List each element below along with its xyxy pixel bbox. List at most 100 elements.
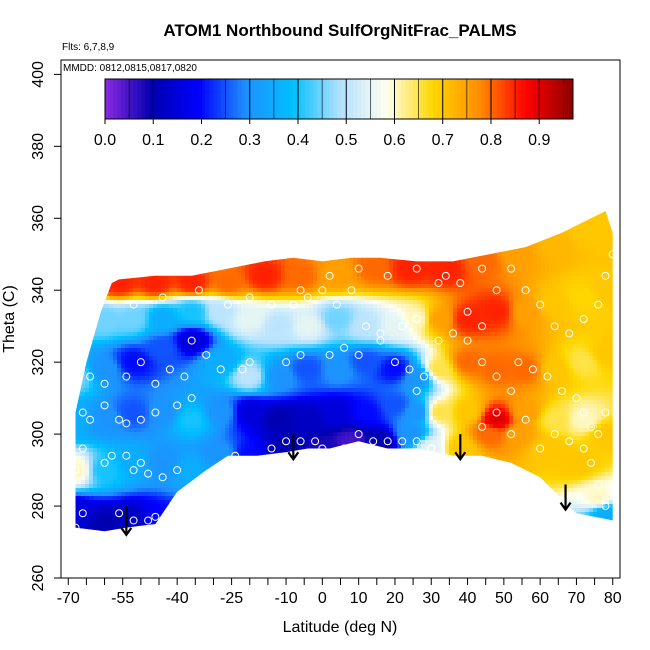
heatmap-cell: [261, 184, 265, 188]
heatmap-cell: [381, 160, 385, 164]
heatmap-cell: [617, 112, 621, 116]
heatmap-cell: [325, 72, 329, 76]
heatmap-cell: [589, 112, 593, 116]
heatmap-cell: [573, 60, 577, 64]
heatmap-cell: [245, 184, 249, 188]
heatmap-cell: [81, 164, 85, 168]
heatmap-cell: [65, 172, 69, 176]
heatmap-cell: [205, 152, 209, 156]
heatmap-cell: [349, 196, 353, 200]
heatmap-cell: [265, 184, 269, 188]
heatmap-cell: [97, 200, 101, 204]
heatmap-cell: [369, 192, 373, 196]
heatmap-cell: [485, 192, 489, 196]
heatmap-cell: [481, 172, 485, 176]
heatmap-cell: [209, 124, 213, 128]
heatmap-cell: [365, 196, 369, 200]
heatmap-cell: [369, 140, 373, 144]
heatmap-cell: [429, 64, 433, 68]
heatmap-cell: [609, 120, 613, 124]
heatmap-cell: [473, 72, 477, 76]
heatmap-cell: [129, 144, 133, 148]
heatmap-cell: [537, 68, 541, 72]
heatmap-cell: [189, 168, 193, 172]
heatmap-cell: [85, 184, 89, 188]
heatmap-cell: [289, 168, 293, 172]
heatmap-cell: [205, 176, 209, 180]
heatmap-cell: [113, 124, 117, 128]
heatmap-cell: [373, 160, 377, 164]
heatmap-cell: [485, 176, 489, 180]
heatmap-cell: [577, 148, 581, 152]
heatmap-cell: [325, 132, 329, 136]
heatmap-cell: [65, 144, 69, 148]
heatmap-cell: [189, 188, 193, 192]
heatmap-cell: [581, 152, 585, 156]
heatmap-cell: [245, 192, 249, 196]
heatmap-cell: [589, 148, 593, 152]
heatmap-cell: [137, 196, 141, 200]
heatmap-cell: [409, 160, 413, 164]
heatmap-cell: [277, 200, 281, 204]
heatmap-cell: [569, 140, 573, 144]
heatmap-cell: [253, 180, 257, 184]
heatmap-cell: [317, 64, 321, 68]
heatmap-cell: [157, 156, 161, 160]
heatmap-cell: [129, 196, 133, 200]
heatmap-cell: [233, 156, 237, 160]
heatmap-cell: [613, 164, 617, 168]
heatmap-cell: [129, 176, 133, 180]
heatmap-cell: [185, 140, 189, 144]
heatmap-cell: [533, 152, 537, 156]
heatmap-cell: [609, 176, 613, 180]
heatmap-cell: [229, 64, 233, 68]
heatmap-cell: [249, 68, 253, 72]
heatmap-cell: [509, 180, 513, 184]
heatmap-cell: [301, 64, 305, 68]
heatmap-cell: [461, 60, 465, 64]
heatmap-cell: [265, 200, 269, 204]
heatmap-cell: [173, 192, 177, 196]
heatmap-cell: [81, 192, 85, 196]
heatmap-cell: [233, 136, 237, 140]
heatmap-cell: [325, 124, 329, 128]
heatmap-cell: [401, 196, 405, 200]
heatmap-cell: [377, 164, 381, 168]
heatmap-cell: [325, 164, 329, 168]
heatmap-cell: [601, 116, 605, 120]
heatmap-cell: [153, 172, 157, 176]
heatmap-cell: [421, 160, 425, 164]
heatmap-cell: [585, 164, 589, 168]
heatmap-cell: [609, 140, 613, 144]
heatmap-cell: [457, 60, 461, 64]
heatmap-cell: [201, 176, 205, 180]
heatmap-cell: [265, 152, 269, 156]
heatmap-cell: [545, 68, 549, 72]
heatmap-cell: [161, 196, 165, 200]
heatmap-cell: [577, 120, 581, 124]
heatmap-cell: [277, 64, 281, 68]
heatmap-cell: [357, 188, 361, 192]
heatmap-cell: [365, 176, 369, 180]
heatmap-cell: [393, 176, 397, 180]
heatmap-cell: [541, 176, 545, 180]
heatmap-cell: [605, 128, 609, 132]
heatmap-cell: [609, 144, 613, 148]
heatmap-cell: [581, 124, 585, 128]
heatmap-cell: [69, 80, 73, 84]
heatmap-cell: [253, 60, 257, 64]
heatmap-cell: [385, 184, 389, 188]
heatmap-cell: [501, 124, 505, 128]
heatmap-cell: [73, 88, 77, 92]
heatmap-cell: [601, 76, 605, 80]
heatmap-cell: [617, 148, 621, 152]
heatmap-cell: [605, 64, 609, 68]
heatmap-cell: [597, 196, 601, 200]
heatmap-cell: [617, 100, 621, 104]
heatmap-cell: [105, 124, 109, 128]
heatmap-cell: [325, 140, 329, 144]
heatmap-cell: [209, 196, 213, 200]
heatmap-cell: [105, 152, 109, 156]
heatmap-cell: [245, 164, 249, 168]
heatmap-cell: [381, 188, 385, 192]
